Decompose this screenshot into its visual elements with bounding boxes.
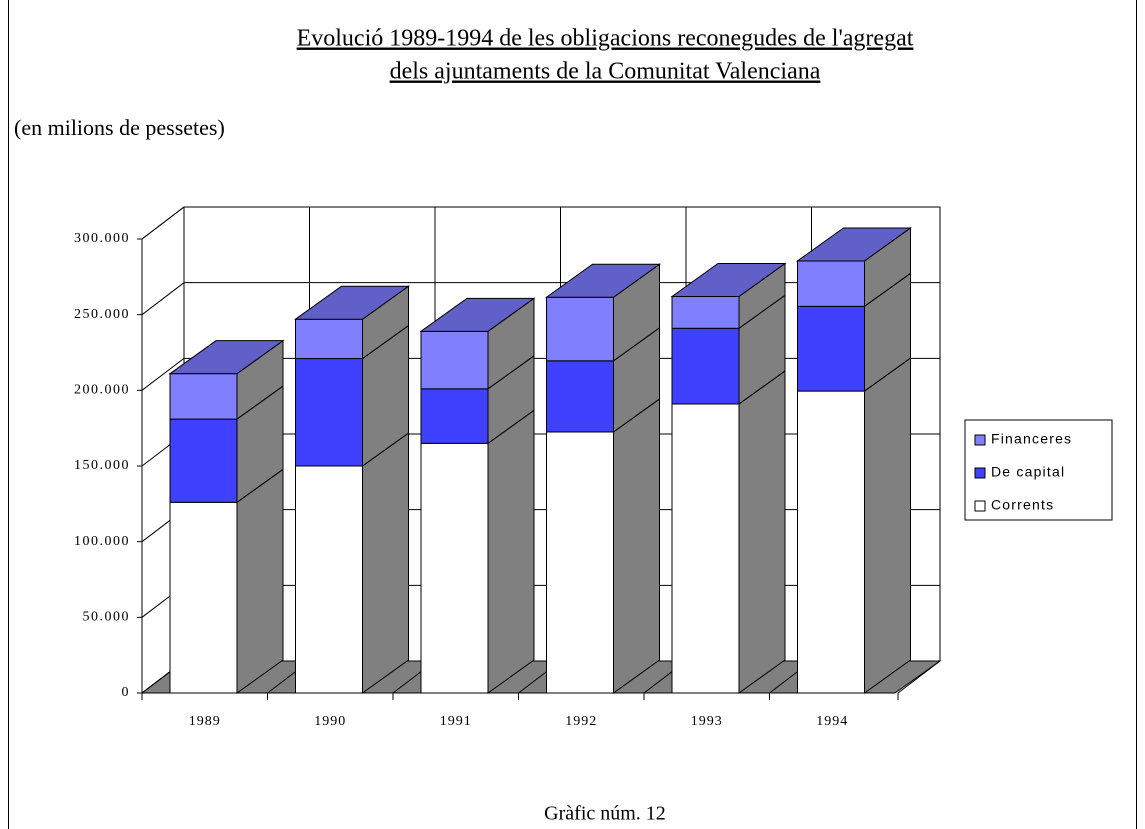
bar <box>295 318 363 360</box>
bar-top <box>293 285 411 320</box>
x-tick-label: 1991 <box>440 714 472 729</box>
bar-top <box>795 227 913 262</box>
y-axis-depth <box>141 206 185 240</box>
y-tick-label: 0 <box>122 685 131 700</box>
y-tick-label: 50.000 <box>83 610 131 625</box>
bar <box>797 260 865 307</box>
bar <box>546 296 614 362</box>
bar <box>546 431 614 694</box>
legend-label: Financeres <box>991 431 1072 447</box>
subtitle: (en milions de pessetes) <box>14 115 225 140</box>
legend-box <box>964 419 1113 521</box>
x-tick-label: 1994 <box>816 714 848 729</box>
x-tick-label: 1989 <box>189 714 221 729</box>
floor-divider <box>897 660 941 694</box>
bar <box>169 418 238 503</box>
bar <box>671 296 740 329</box>
legend-label: Corrents <box>991 497 1054 513</box>
frame <box>8 0 1137 829</box>
bar <box>420 330 489 390</box>
chart-title: dels ajuntaments de la Comunitat Valenci… <box>390 59 821 85</box>
bar <box>169 373 238 420</box>
chart-title: Evolució 1989-1994 de les obligacions re… <box>297 26 914 52</box>
bar-top <box>544 263 662 298</box>
bar <box>671 403 740 694</box>
plot: 0 50.000 100.000 150.000 200.000 250.000 300.0… <box>74 206 942 729</box>
bar-side <box>613 397 660 694</box>
y-tick-label: 150.000 <box>74 458 130 473</box>
y-tick-label: 300.000 <box>74 231 130 246</box>
bar <box>420 388 489 444</box>
bar <box>797 390 865 694</box>
legend-swatch <box>974 467 986 479</box>
bar <box>797 305 865 392</box>
x-tick-label: 1993 <box>691 714 723 729</box>
y-tick-label: 250.000 <box>74 307 130 322</box>
bar <box>169 501 238 694</box>
bar-side <box>864 357 911 694</box>
legend-swatch <box>974 500 986 512</box>
x-tick-label: 1990 <box>314 714 346 729</box>
legend-label: De capital <box>991 464 1065 480</box>
x-tick-label: 1992 <box>565 714 597 729</box>
y-tick-label: 100.000 <box>74 534 130 549</box>
bar <box>671 327 740 405</box>
y-tick-label: 200.000 <box>74 383 130 398</box>
bar <box>546 360 614 433</box>
legend-swatch <box>974 434 986 446</box>
bar-side <box>236 468 284 694</box>
caption: Gràfic núm. 12 <box>544 803 666 825</box>
bar-top <box>168 340 285 375</box>
bar-side <box>362 432 409 694</box>
bar-top <box>419 297 536 332</box>
bar-top <box>670 263 787 298</box>
bar-side <box>487 409 535 694</box>
bar-side <box>738 369 786 694</box>
bar <box>295 465 363 694</box>
bar <box>295 358 363 467</box>
bar <box>420 442 489 694</box>
